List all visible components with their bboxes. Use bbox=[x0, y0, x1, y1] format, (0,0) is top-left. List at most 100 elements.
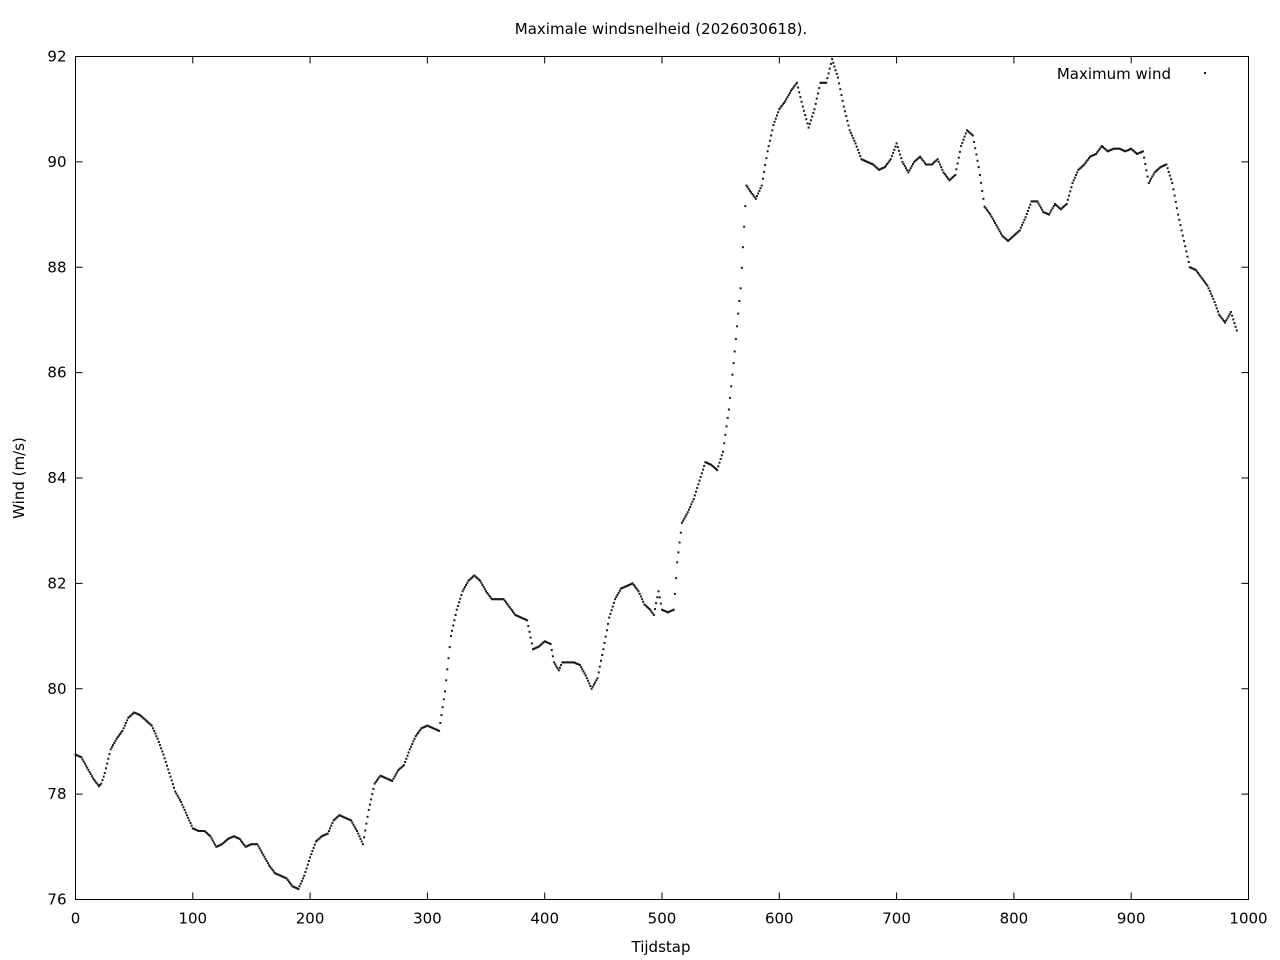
data-point bbox=[596, 677, 599, 680]
data-point bbox=[801, 105, 804, 108]
data-point bbox=[1204, 281, 1207, 284]
data-point bbox=[969, 132, 972, 135]
data-point bbox=[975, 153, 978, 156]
legend-marker bbox=[1204, 72, 1206, 74]
data-point bbox=[1004, 237, 1007, 240]
data-point bbox=[575, 662, 578, 665]
data-point bbox=[386, 777, 389, 780]
data-point bbox=[1145, 169, 1148, 172]
data-point bbox=[730, 385, 733, 388]
data-point bbox=[1028, 206, 1031, 209]
data-point bbox=[360, 840, 363, 843]
data-point bbox=[618, 589, 621, 592]
x-tick-label: 300 bbox=[413, 910, 442, 928]
data-point bbox=[1007, 239, 1009, 242]
data-point bbox=[526, 619, 529, 622]
data-point bbox=[315, 840, 317, 843]
data-point bbox=[353, 825, 356, 828]
data-point bbox=[178, 798, 181, 801]
data-point bbox=[706, 462, 709, 465]
data-point bbox=[246, 844, 249, 847]
data-point bbox=[604, 635, 607, 638]
data-point bbox=[521, 617, 524, 620]
data-point bbox=[1160, 165, 1163, 168]
data-point bbox=[576, 663, 579, 665]
data-point bbox=[988, 212, 991, 214]
data-point bbox=[414, 735, 417, 738]
data-point bbox=[543, 640, 546, 643]
data-point bbox=[871, 163, 873, 165]
data-point bbox=[930, 163, 933, 166]
data-point bbox=[437, 729, 439, 732]
data-point bbox=[426, 724, 429, 727]
data-point bbox=[906, 169, 909, 172]
data-point bbox=[799, 96, 802, 99]
x-tick-label: 100 bbox=[178, 910, 207, 928]
data-point bbox=[442, 698, 445, 701]
data-point bbox=[1179, 224, 1182, 227]
data-point bbox=[98, 785, 100, 788]
data-point bbox=[537, 645, 540, 648]
data-point bbox=[702, 468, 705, 471]
data-point bbox=[376, 779, 378, 782]
data-point bbox=[1149, 179, 1151, 182]
data-point bbox=[368, 803, 371, 806]
data-point bbox=[1098, 148, 1101, 151]
data-point bbox=[236, 836, 239, 839]
data-point bbox=[1151, 175, 1154, 178]
data-point bbox=[298, 885, 301, 888]
series-maximum-wind bbox=[74, 58, 1238, 890]
data-point bbox=[256, 843, 259, 846]
data-point bbox=[743, 225, 746, 228]
data-point bbox=[813, 108, 816, 111]
data-point bbox=[698, 479, 701, 482]
data-point bbox=[937, 160, 940, 163]
data-point bbox=[1065, 203, 1068, 205]
data-point bbox=[920, 157, 923, 160]
data-point bbox=[399, 767, 402, 770]
data-point bbox=[895, 142, 898, 145]
data-point bbox=[211, 839, 214, 842]
data-point bbox=[1210, 292, 1212, 295]
data-point bbox=[215, 845, 218, 848]
data-point bbox=[1180, 229, 1183, 232]
data-point bbox=[682, 519, 685, 522]
data-point bbox=[767, 145, 770, 148]
data-point bbox=[295, 886, 297, 889]
data-point bbox=[1078, 167, 1081, 170]
data-point bbox=[666, 611, 669, 614]
data-point bbox=[245, 845, 248, 848]
data-point bbox=[977, 166, 980, 169]
data-point bbox=[629, 583, 632, 586]
data-point bbox=[690, 503, 693, 506]
data-point bbox=[243, 844, 246, 847]
data-point bbox=[280, 875, 283, 878]
data-point bbox=[471, 576, 473, 579]
data-point bbox=[875, 166, 878, 169]
data-point bbox=[1205, 283, 1208, 286]
data-point bbox=[393, 775, 396, 778]
data-point bbox=[505, 601, 507, 604]
data-point bbox=[1048, 213, 1051, 216]
data-point bbox=[332, 819, 335, 822]
data-point bbox=[86, 766, 89, 769]
data-point bbox=[825, 81, 828, 84]
data-point bbox=[1168, 174, 1171, 177]
data-point bbox=[981, 189, 984, 192]
data-point bbox=[354, 827, 357, 830]
data-point bbox=[223, 841, 226, 844]
data-point bbox=[1096, 151, 1099, 154]
data-point bbox=[1029, 203, 1032, 206]
data-point bbox=[580, 666, 583, 669]
data-point bbox=[182, 806, 185, 809]
data-point bbox=[656, 596, 659, 599]
data-point bbox=[489, 596, 492, 599]
data-point bbox=[299, 882, 302, 885]
data-point bbox=[220, 843, 222, 846]
data-point bbox=[1011, 235, 1014, 238]
data-point bbox=[887, 161, 890, 164]
data-point bbox=[770, 134, 773, 137]
data-point bbox=[995, 224, 998, 227]
data-point bbox=[645, 605, 648, 608]
data-point bbox=[343, 816, 346, 819]
